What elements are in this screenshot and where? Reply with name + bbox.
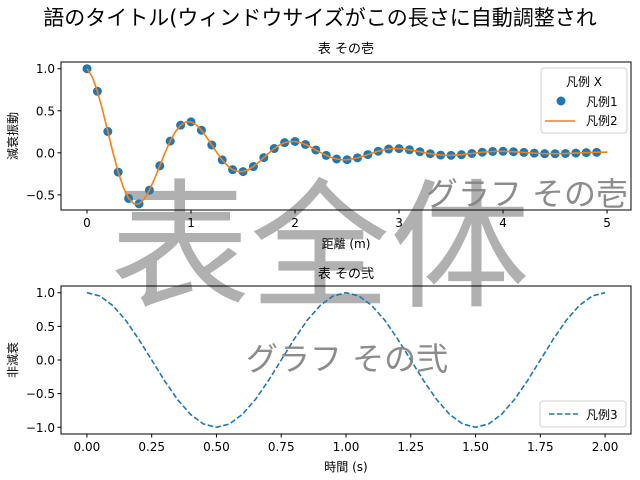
axes-bottom: 0.00 0.25 0.50 0.75 1.00 1.25 1.50 1.75 2.00 −1.0… bbox=[26, 285, 632, 454]
y-tick-label: −0.5 bbox=[26, 188, 55, 202]
x-tick-label: 3 bbox=[395, 216, 403, 230]
x-tick-label: 2 bbox=[291, 216, 299, 230]
x-tick-label: 1.00 bbox=[333, 440, 360, 454]
axes-top: 0 1 2 3 4 5 −0.5 0.0 0.5 1.0 bbox=[26, 61, 632, 230]
axes-bottom-watermark: グラフ その弐 bbox=[246, 340, 448, 378]
axes-top-title: 表 その壱 bbox=[318, 42, 374, 57]
legend-top: 凡例 X 凡例1 凡例2 bbox=[540, 67, 628, 134]
x-tick-label: 1.50 bbox=[462, 440, 489, 454]
y-tick-label: −0.5 bbox=[26, 387, 55, 401]
y-tick-label: 0.0 bbox=[36, 146, 55, 160]
x-tick-label: 0.25 bbox=[138, 440, 165, 454]
axes-top-watermark: グラフ その壱 bbox=[426, 175, 628, 213]
x-tick-label: 0 bbox=[83, 216, 91, 230]
x-tick-label: 5 bbox=[603, 216, 611, 230]
y-tick-label: 0.5 bbox=[36, 104, 55, 118]
legend-label-3: 凡例3 bbox=[586, 408, 618, 422]
series-line-2 bbox=[86, 68, 608, 205]
x-tick-label: 0.50 bbox=[203, 440, 230, 454]
axes-top-ylabel: 減衰振動 bbox=[5, 112, 20, 160]
series-line-1 bbox=[86, 291, 606, 429]
x-tick-label: 1.25 bbox=[397, 440, 424, 454]
x-tick-label: 4 bbox=[499, 216, 507, 230]
legend-marker-1 bbox=[556, 96, 566, 106]
suptitle: 語のタイトル(ウィンドウサイズがこの長さに自動調整され bbox=[43, 6, 597, 30]
y-tick-label: 1.0 bbox=[36, 62, 55, 76]
legend-label-2: 凡例2 bbox=[586, 114, 618, 128]
figure-watermark: 表全体 bbox=[110, 167, 530, 330]
axes-top-xlabel: 距離 (m) bbox=[322, 237, 371, 251]
axes-bottom-ylabel: 非減衰 bbox=[5, 342, 20, 378]
y-tick-label: −1.0 bbox=[26, 421, 55, 435]
x-tick-label: 1.75 bbox=[527, 440, 554, 454]
x-tick-label: 1 bbox=[187, 216, 195, 230]
axes-bottom-title: 表 その弐 bbox=[318, 267, 374, 282]
y-tick-label: 0.5 bbox=[36, 320, 55, 334]
y-tick-label: 0.0 bbox=[36, 354, 55, 368]
x-tick-label: 0.00 bbox=[74, 440, 101, 454]
axes-frame bbox=[60, 61, 632, 211]
x-tick-label: 0.75 bbox=[268, 440, 295, 454]
y-tick-label: 1.0 bbox=[36, 286, 55, 300]
legend-bottom: 凡例3 bbox=[539, 400, 627, 428]
axes-bottom-xlabel: 時間 (s) bbox=[324, 460, 367, 474]
x-tick-label: 2.00 bbox=[592, 440, 619, 454]
legend-label-1: 凡例1 bbox=[586, 95, 618, 109]
legend-top-title: 凡例 X bbox=[566, 75, 602, 89]
